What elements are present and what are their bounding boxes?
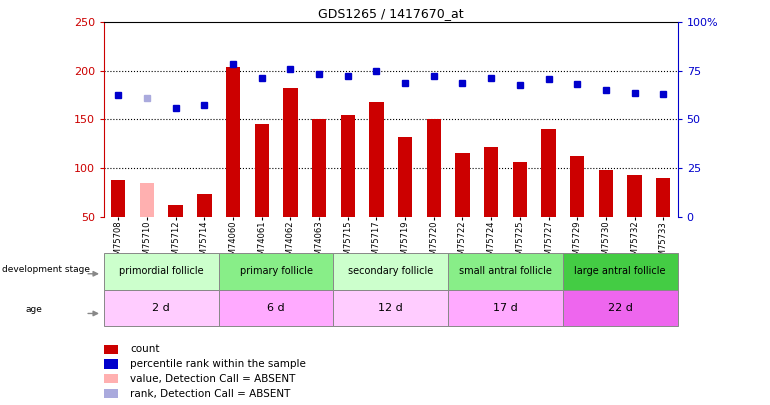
Bar	[104, 253, 219, 290]
Bar	[398, 137, 412, 217]
Bar	[219, 253, 333, 290]
Text: secondary follicle: secondary follicle	[348, 266, 434, 276]
Bar	[111, 180, 126, 217]
Bar	[628, 175, 641, 217]
Bar	[104, 360, 119, 369]
Text: count: count	[130, 344, 159, 354]
Text: value, Detection Call = ABSENT: value, Detection Call = ABSENT	[130, 374, 296, 384]
Text: primordial follicle: primordial follicle	[119, 266, 203, 276]
Bar	[219, 290, 333, 326]
Text: 12 d: 12 d	[378, 303, 403, 313]
Bar	[513, 162, 527, 217]
Bar	[255, 124, 269, 217]
Bar	[563, 253, 678, 290]
Text: small antral follicle: small antral follicle	[459, 266, 552, 276]
Bar	[333, 290, 448, 326]
Text: 6 d: 6 d	[267, 303, 285, 313]
Bar	[104, 374, 119, 384]
Text: age: age	[26, 305, 43, 314]
Bar	[448, 290, 563, 326]
Bar	[312, 119, 326, 217]
Bar	[283, 88, 297, 217]
Bar	[197, 194, 212, 217]
Bar	[541, 129, 556, 217]
Text: percentile rank within the sample: percentile rank within the sample	[130, 359, 306, 369]
Bar	[455, 153, 470, 217]
Text: 17 d: 17 d	[493, 303, 518, 313]
Bar	[563, 290, 678, 326]
Bar	[570, 156, 584, 217]
Bar	[656, 178, 671, 217]
Bar	[599, 170, 613, 217]
Bar	[104, 290, 219, 326]
Bar	[340, 115, 355, 217]
Title: GDS1265 / 1417670_at: GDS1265 / 1417670_at	[318, 7, 464, 20]
Text: rank, Detection Call = ABSENT: rank, Detection Call = ABSENT	[130, 389, 290, 399]
Text: primary follicle: primary follicle	[239, 266, 313, 276]
Text: 2 d: 2 d	[152, 303, 170, 313]
Bar	[104, 389, 119, 399]
Text: development stage: development stage	[2, 265, 90, 274]
Text: large antral follicle: large antral follicle	[574, 266, 666, 276]
Bar	[140, 183, 154, 217]
Bar	[370, 102, 383, 217]
Bar	[333, 253, 448, 290]
Bar	[448, 253, 563, 290]
Bar	[484, 147, 498, 217]
Bar	[104, 345, 119, 354]
Text: 22 d: 22 d	[608, 303, 633, 313]
Bar	[226, 67, 240, 217]
Bar	[427, 119, 441, 217]
Bar	[169, 205, 182, 217]
